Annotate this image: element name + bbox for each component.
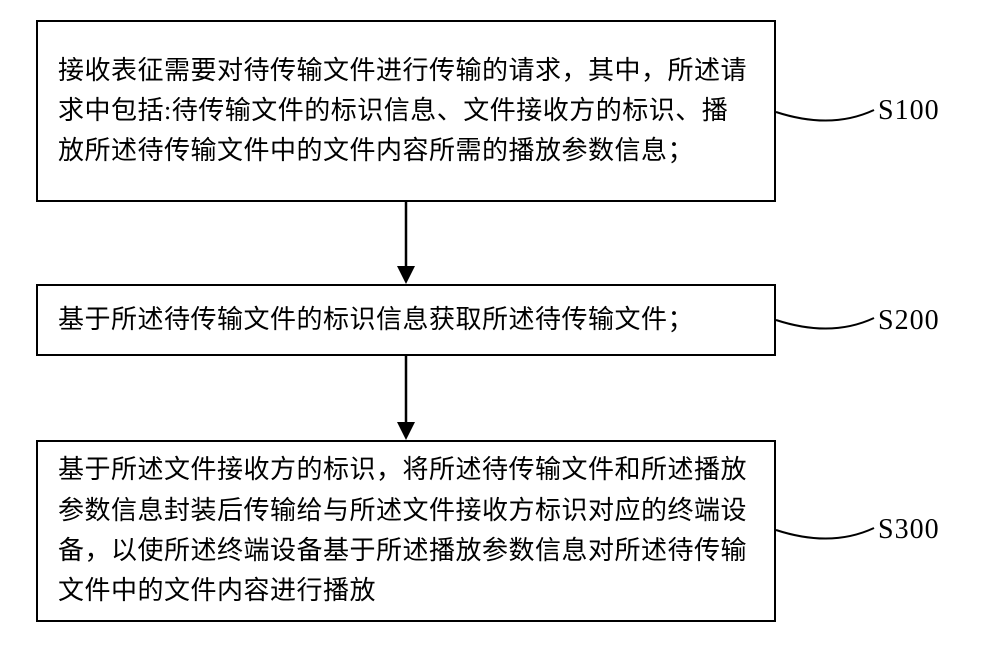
step-box-s200: 基于所述待传输文件的标识信息获取所述待传输文件； [36, 284, 776, 356]
arrow-s200-s300 [396, 356, 416, 440]
step-label-s300: S300 [878, 514, 940, 546]
flowchart-canvas: { "canvas": { "width": 1000, "height": 6… [0, 0, 1000, 652]
step-label-s100: S100 [878, 95, 940, 127]
label-connector-s200 [776, 280, 876, 360]
arrow-s100-s200 [396, 202, 416, 284]
step-label-s200: S200 [878, 305, 940, 337]
label-connector-s300 [776, 490, 876, 570]
label-connector-s100 [776, 70, 876, 150]
step-box-s300: 基于所述文件接收方的标识，将所述待传输文件和所述播放参数信息封装后传输给与所述文… [36, 440, 776, 622]
step-box-s100: 接收表征需要对待传输文件进行传输的请求，其中，所述请求中包括:待传输文件的标识信… [36, 20, 776, 202]
step-text-s100: 接收表征需要对待传输文件进行传输的请求，其中，所述请求中包括:待传输文件的标识信… [58, 51, 754, 172]
step-text-s300: 基于所述文件接收方的标识，将所述待传输文件和所述播放参数信息封装后传输给与所述文… [58, 450, 754, 611]
step-text-s200: 基于所述待传输文件的标识信息获取所述待传输文件； [58, 300, 694, 340]
